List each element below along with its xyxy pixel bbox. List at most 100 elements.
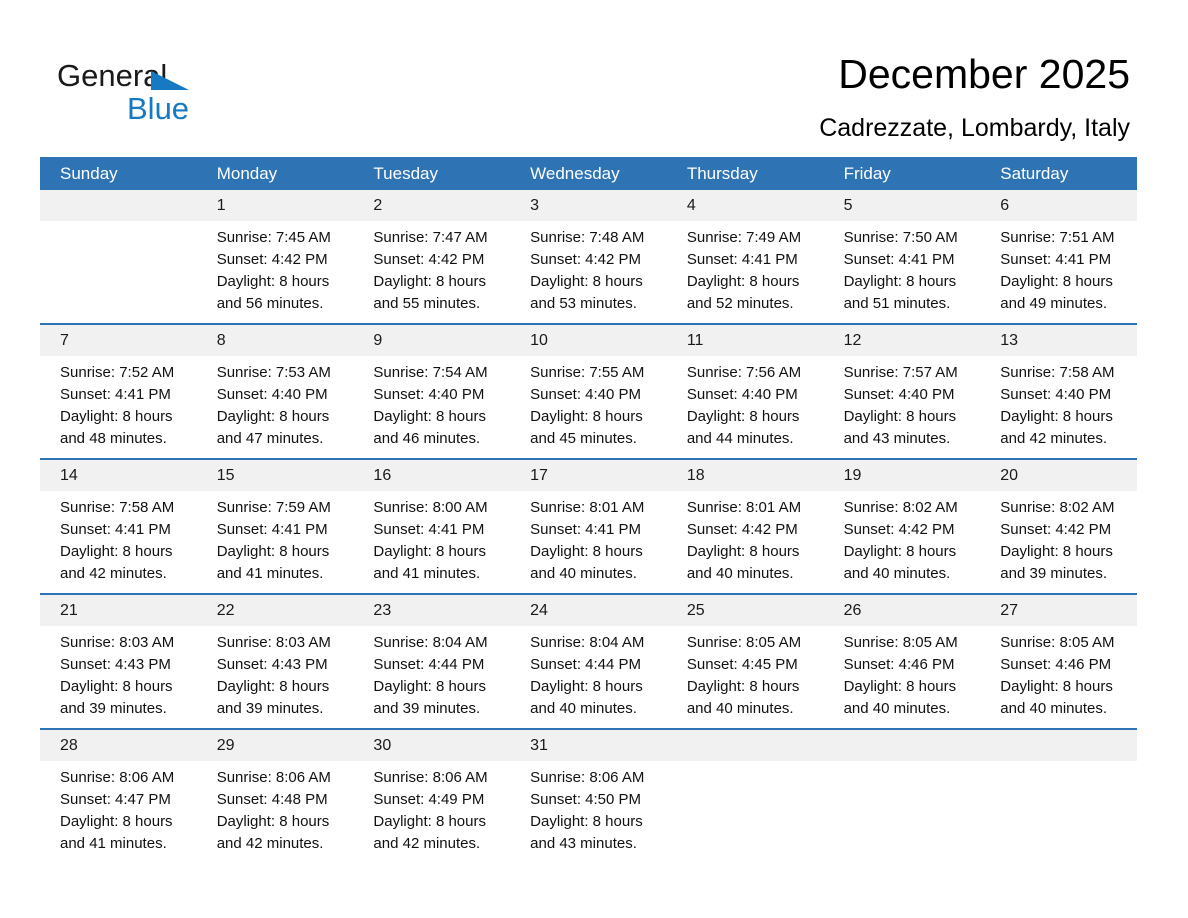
day-detail-line: Sunset: 4:42 PM	[216, 251, 328, 268]
day-details: Sunrise: 7:53 AM Sunset: 4:40 PM Daylight:…	[217, 356, 348, 450]
week-row: 14 Sunrise: 7:58 AM Sunset: 4:41 PM Dayligh…	[40, 458, 1137, 593]
day-detail-line: Daylight: 8 hours	[530, 273, 643, 290]
day-cell: 10 Sunrise: 7:55 AM Sunset: 4:40 PM Dayligh…	[510, 325, 667, 458]
day-detail-line: Sunrise: 7:56 AM	[686, 364, 802, 381]
day-detail-line: Sunset: 4:43 PM	[60, 656, 171, 673]
day-cell: 16 Sunrise: 8:00 AM Sunset: 4:41 PM Dayligh…	[353, 460, 510, 593]
weekday-label: Thursday	[686, 163, 758, 183]
day-details: Sunrise: 7:54 AM Sunset: 4:40 PM Daylight:…	[373, 356, 504, 450]
day-detail-line: and 40 minutes.	[686, 565, 794, 582]
day-detail-line: and 55 minutes.	[373, 295, 481, 312]
day-detail-line: and 53 minutes.	[530, 295, 637, 312]
day-cell: 13 Sunrise: 7:58 AM Sunset: 4:40 PM Dayligh…	[980, 325, 1137, 458]
day-detail-line: Sunrise: 8:02 AM	[1000, 499, 1115, 516]
week-row: 28 Sunrise: 8:06 AM Sunset: 4:47 PM Dayligh…	[40, 728, 1137, 863]
day-detail-line: Daylight: 8 hours	[373, 678, 486, 695]
day-detail-line: Daylight: 8 hours	[216, 813, 330, 830]
day-number: 28	[60, 737, 78, 754]
day-detail-line: Daylight: 8 hours	[1000, 408, 1113, 425]
day-detail-line: and 44 minutes.	[686, 430, 794, 447]
week-row: 1 Sunrise: 7:45 AM Sunset: 4:42 PM Daylight…	[40, 190, 1137, 323]
day-details: Sunrise: 8:05 AM Sunset: 4:46 PM Daylight:…	[844, 626, 975, 720]
day-detail-line: Daylight: 8 hours	[530, 678, 643, 695]
day-detail-line: Sunset: 4:43 PM	[216, 656, 328, 673]
day-detail-line: Daylight: 8 hours	[686, 543, 800, 560]
day-detail-line: Daylight: 8 hours	[843, 273, 957, 290]
logo-triangle-icon	[151, 71, 189, 90]
day-number: 9	[373, 332, 383, 349]
day-detail-line: Daylight: 8 hours	[1000, 543, 1113, 560]
day-details: Sunrise: 8:06 AM Sunset: 4:48 PM Daylight:…	[217, 761, 348, 855]
day-number: 2	[373, 197, 383, 214]
day-detail-line: Sunrise: 7:54 AM	[373, 364, 488, 381]
day-detail-line: Daylight: 8 hours	[530, 543, 643, 560]
day-detail-line: Sunrise: 7:50 AM	[843, 229, 958, 246]
day-detail-line: Daylight: 8 hours	[843, 408, 957, 425]
day-number: 27	[1000, 602, 1019, 619]
day-detail-line: Sunset: 4:42 PM	[843, 521, 955, 538]
day-detail-line: Sunrise: 8:04 AM	[373, 634, 488, 651]
day-number: 18	[686, 467, 705, 484]
day-detail-line: and 39 minutes.	[60, 700, 167, 717]
day-details: Sunrise: 7:55 AM Sunset: 4:40 PM Daylight:…	[530, 356, 661, 450]
day-number: 3	[530, 197, 540, 214]
day-details: Sunrise: 8:00 AM Sunset: 4:41 PM Daylight:…	[373, 491, 504, 585]
day-detail-line: Daylight: 8 hours	[60, 543, 173, 560]
day-details: Sunrise: 8:02 AM Sunset: 4:42 PM Daylight:…	[1000, 491, 1131, 585]
day-number: 12	[843, 332, 862, 349]
day-detail-line: Sunrise: 7:52 AM	[60, 364, 175, 381]
logo-text-general: General	[57, 58, 168, 93]
weekday-label: Tuesday	[373, 163, 438, 183]
day-cell: 28 Sunrise: 8:06 AM Sunset: 4:47 PM Dayligh…	[40, 730, 197, 863]
day-number: 8	[216, 332, 226, 349]
day-detail-line: and 43 minutes.	[843, 430, 951, 447]
day-detail-line: Sunset: 4:41 PM	[216, 521, 328, 538]
day-cell: 31 Sunrise: 8:06 AM Sunset: 4:50 PM Dayligh…	[510, 730, 667, 863]
day-detail-line: Sunrise: 8:06 AM	[60, 769, 175, 786]
day-detail-line: Sunrise: 7:57 AM	[843, 364, 958, 381]
day-detail-line: Sunrise: 7:49 AM	[686, 229, 802, 246]
day-detail-line: Daylight: 8 hours	[686, 408, 800, 425]
day-number: 6	[1000, 197, 1010, 214]
day-detail-line: and 46 minutes.	[373, 430, 481, 447]
day-number: 25	[686, 602, 705, 619]
day-number: 13	[1000, 332, 1019, 349]
day-detail-line: Sunrise: 8:05 AM	[843, 634, 958, 651]
day-cell: 8 Sunrise: 7:53 AM Sunset: 4:40 PM Daylight…	[197, 325, 354, 458]
day-cell: 1 Sunrise: 7:45 AM Sunset: 4:42 PM Daylight…	[197, 190, 354, 323]
day-number: 11	[686, 332, 704, 349]
day-detail-line: Sunrise: 7:47 AM	[373, 229, 488, 246]
day-detail-line: Sunrise: 7:48 AM	[530, 229, 645, 246]
day-number: 10	[530, 332, 548, 349]
day-detail-line: and 45 minutes.	[530, 430, 637, 447]
day-cell: 15 Sunrise: 7:59 AM Sunset: 4:41 PM Dayligh…	[197, 460, 354, 593]
week-row: 7 Sunrise: 7:52 AM Sunset: 4:41 PM Daylight…	[40, 323, 1137, 458]
day-detail-line: Sunset: 4:40 PM	[843, 386, 955, 403]
day-detail-line: and 40 minutes.	[843, 565, 951, 582]
empty-day-cell	[980, 730, 1137, 863]
day-details: Sunrise: 8:05 AM Sunset: 4:45 PM Daylight:…	[687, 626, 818, 720]
day-detail-line: and 48 minutes.	[60, 430, 167, 447]
day-detail-line: Daylight: 8 hours	[686, 678, 800, 695]
day-detail-line: Daylight: 8 hours	[216, 408, 330, 425]
day-detail-line: and 40 minutes.	[843, 700, 951, 717]
day-detail-line: and 41 minutes.	[373, 565, 481, 582]
day-number: 31	[530, 737, 548, 754]
day-detail-line: Sunrise: 8:05 AM	[686, 634, 802, 651]
day-detail-line: Sunset: 4:42 PM	[530, 251, 642, 268]
day-detail-line: Sunset: 4:42 PM	[1000, 521, 1112, 538]
day-details: Sunrise: 8:01 AM Sunset: 4:42 PM Daylight:…	[687, 491, 818, 585]
day-detail-line: Sunset: 4:40 PM	[373, 386, 485, 403]
day-details: Sunrise: 7:59 AM Sunset: 4:41 PM Daylight:…	[217, 491, 348, 585]
day-details: Sunrise: 7:45 AM Sunset: 4:42 PM Daylight:…	[217, 221, 348, 315]
day-detail-line: and 41 minutes.	[60, 835, 167, 852]
day-detail-line: Sunset: 4:41 PM	[1000, 251, 1112, 268]
day-detail-line: Sunset: 4:48 PM	[216, 791, 328, 808]
day-detail-line: Sunrise: 8:02 AM	[843, 499, 958, 516]
calendar-body: 1 Sunrise: 7:45 AM Sunset: 4:42 PM Daylight…	[40, 190, 1137, 863]
day-details: Sunrise: 8:06 AM Sunset: 4:47 PM Daylight:…	[60, 761, 191, 855]
day-cell: 30 Sunrise: 8:06 AM Sunset: 4:49 PM Dayligh…	[353, 730, 510, 863]
day-detail-line: and 52 minutes.	[686, 295, 794, 312]
day-detail-line: and 51 minutes.	[843, 295, 951, 312]
day-detail-line: and 40 minutes.	[530, 565, 637, 582]
